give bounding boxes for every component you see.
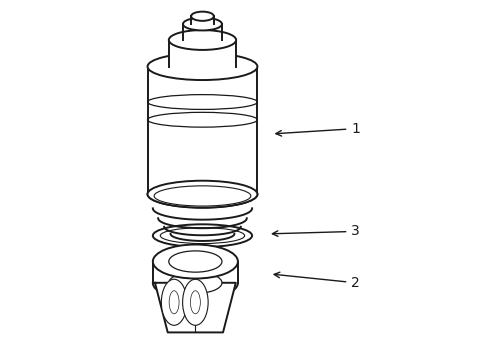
Bar (183, 24, 222, 40)
Ellipse shape (183, 33, 222, 46)
Ellipse shape (153, 224, 252, 247)
Ellipse shape (147, 181, 257, 208)
Ellipse shape (169, 30, 236, 50)
Ellipse shape (161, 279, 187, 325)
Ellipse shape (183, 279, 208, 325)
Ellipse shape (169, 251, 222, 272)
Ellipse shape (147, 181, 257, 208)
Ellipse shape (153, 244, 238, 279)
Ellipse shape (153, 266, 238, 300)
Ellipse shape (169, 57, 236, 77)
Ellipse shape (147, 53, 257, 80)
Ellipse shape (191, 19, 214, 29)
Ellipse shape (169, 272, 222, 293)
Polygon shape (155, 283, 236, 332)
Ellipse shape (191, 12, 214, 21)
Bar (169, 40, 236, 67)
Bar (153, 261, 238, 283)
Text: 2: 2 (274, 272, 360, 290)
Bar (191, 16, 214, 24)
Text: 1: 1 (276, 122, 360, 136)
Text: 3: 3 (272, 224, 360, 238)
Bar (147, 67, 257, 194)
Ellipse shape (183, 18, 222, 31)
